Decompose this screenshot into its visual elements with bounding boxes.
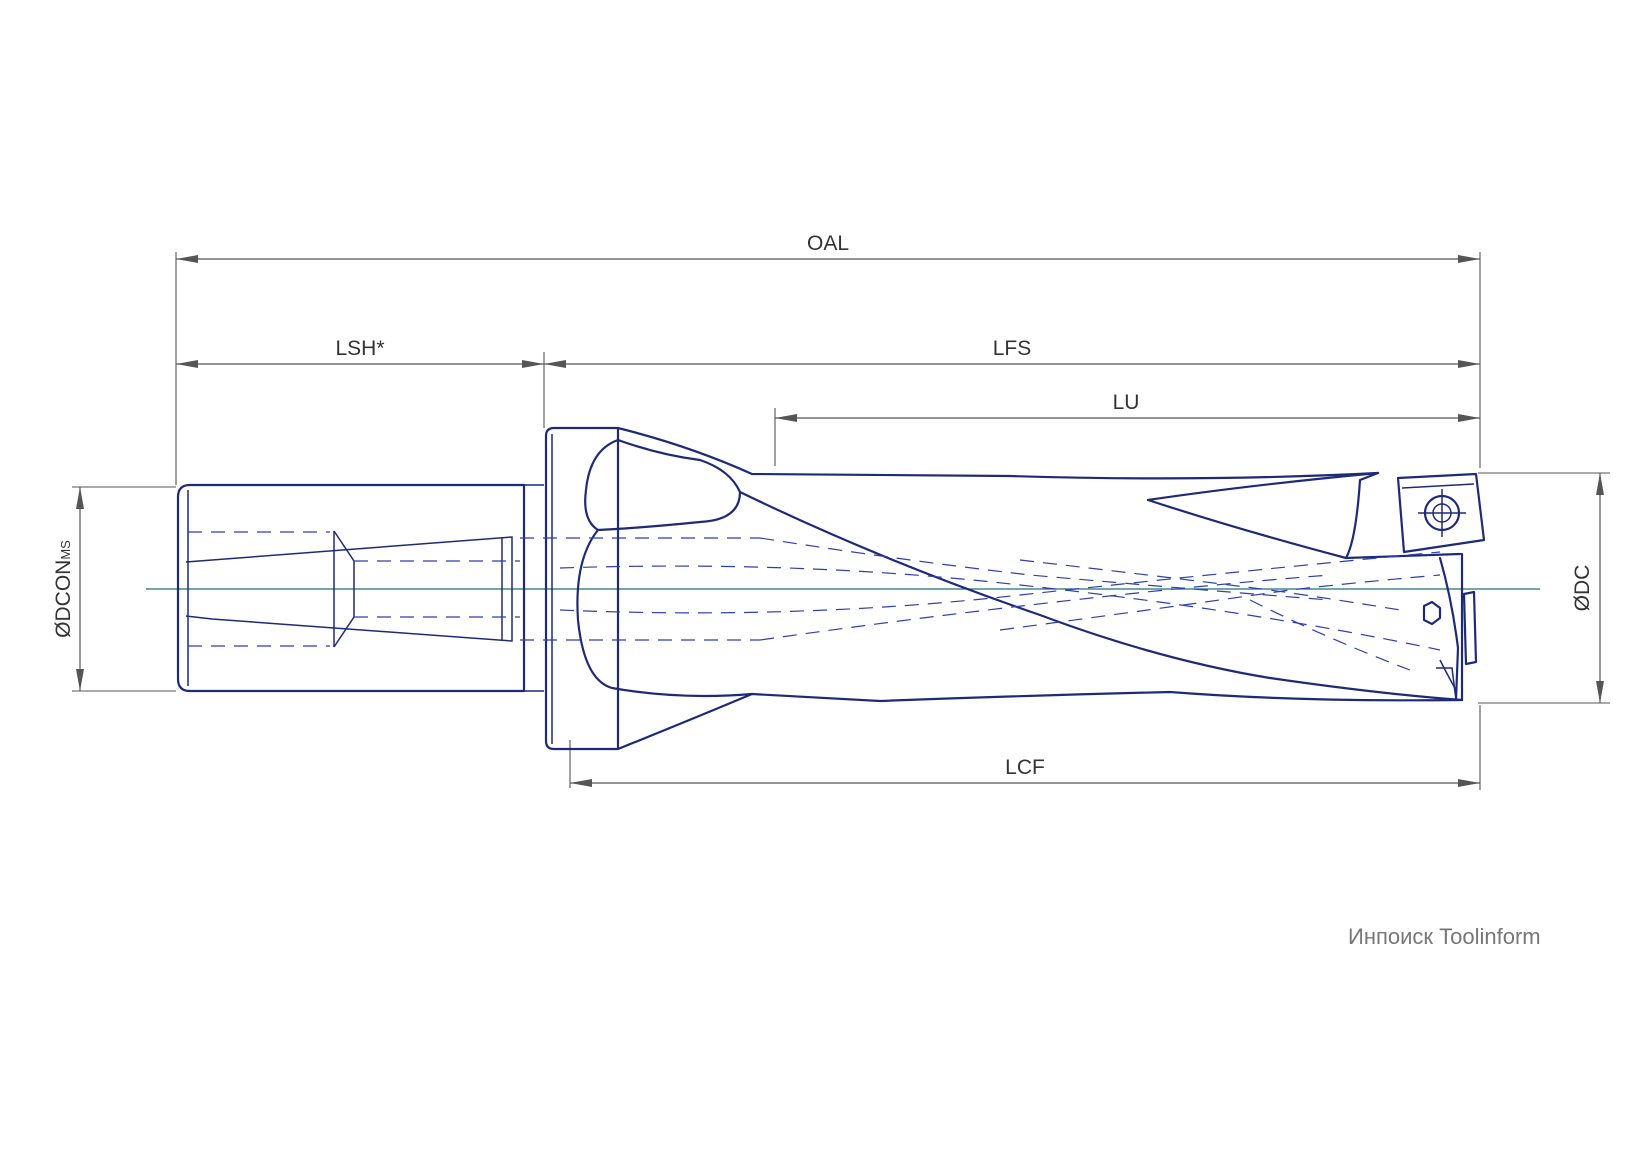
drill-body [576,426,1464,751]
dimension-dcon: ØDCONMS [52,487,84,691]
dimension-oal: OAL [176,232,1480,263]
dcon-label: ØDCONMS [52,540,75,638]
flange [544,426,620,751]
dimension-dc: ØDC [1571,473,1604,703]
dimension-lcf: LCF [570,756,1480,787]
lu-label: LU [1113,391,1140,414]
hidden-lines [188,531,1441,671]
dimension-lu: LU [775,391,1480,422]
credit-watermark: Инпоиск Toolinform [1348,924,1541,949]
oal-label: OAL [807,232,849,255]
extension-lines [72,252,1610,790]
lfs-label: LFS [993,337,1032,360]
coolant-hole-icon [1422,600,1442,626]
dc-label: ØDC [1571,565,1594,612]
dimension-lsh: LSH* [176,337,544,368]
lsh-label: LSH* [335,337,384,360]
dcon-subscript: MS [58,540,73,560]
cutting-insert [1396,472,1486,666]
dimension-lfs: LFS [544,337,1480,368]
shank [176,483,544,693]
lcf-label: LCF [1005,756,1045,779]
